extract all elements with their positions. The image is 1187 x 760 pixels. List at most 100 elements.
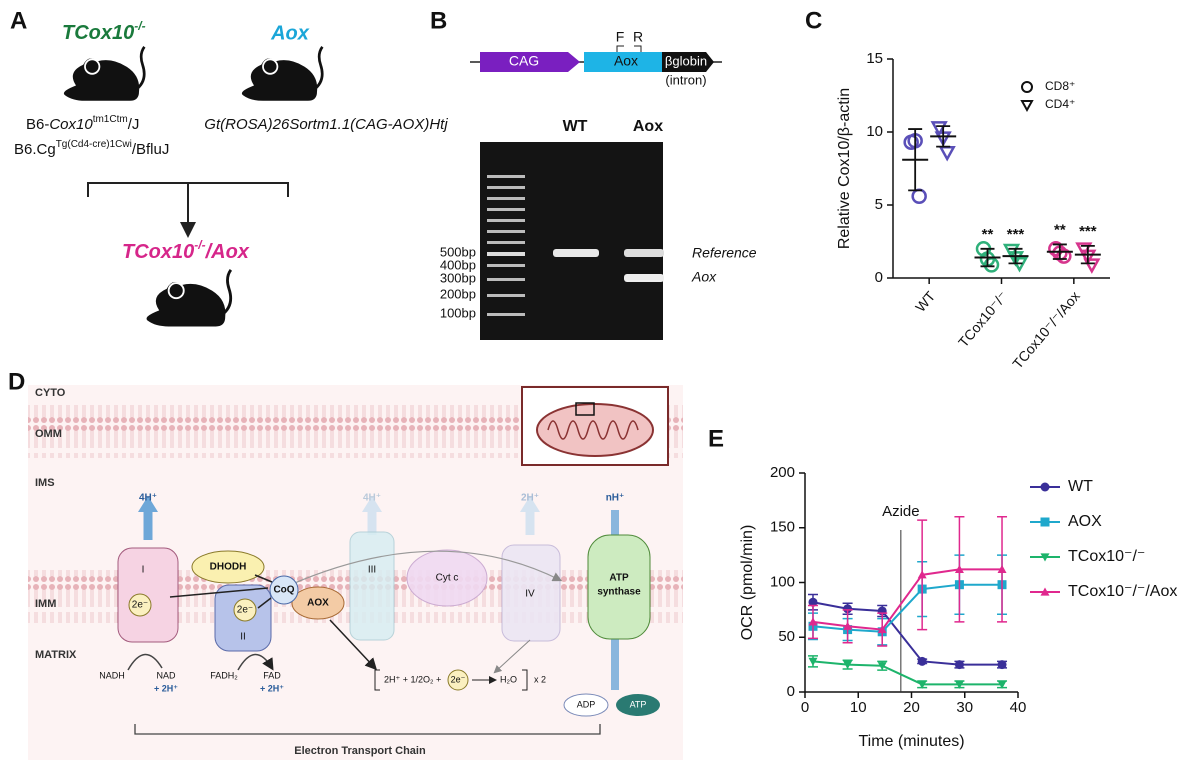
ladder-label: 300bp — [440, 270, 476, 285]
dhodh — [191, 550, 265, 584]
strain-line: B6.CgTg(Cd4-cre)1Cwi/BfluJ — [14, 139, 169, 158]
significance: *** — [1079, 223, 1097, 240]
error-bar — [936, 125, 951, 148]
atp — [616, 694, 660, 716]
region-label: IMS — [35, 477, 55, 489]
legend-marker — [1040, 587, 1050, 596]
x-tick-label: WT — [912, 288, 939, 315]
error-bar — [1008, 247, 1023, 265]
electron-path — [289, 550, 563, 586]
ladder — [487, 175, 525, 316]
x-tick-label: TCox10⁻/⁻/Aox — [1009, 288, 1083, 372]
electron — [128, 593, 152, 617]
complex-iii — [349, 531, 395, 641]
legend-label: WT — [1068, 478, 1093, 495]
substrate: + 2H⁺ — [260, 683, 284, 693]
data-point — [843, 661, 853, 670]
electron-label: 2e⁻ — [451, 674, 466, 684]
adp-label: ADP — [577, 699, 596, 709]
proton-label: 4H⁺ — [363, 493, 381, 504]
significance: ** — [982, 226, 994, 243]
mouse-icon — [240, 45, 324, 103]
substrate-arrow — [127, 653, 272, 670]
y-tick-label: 150 — [770, 519, 795, 536]
zoom-box — [575, 402, 595, 416]
lane-label: WT — [563, 118, 588, 135]
complex-label: DHODH — [210, 562, 247, 573]
y-tick-label: 0 — [787, 683, 795, 700]
data-point — [907, 133, 923, 149]
proton-label: nH⁺ — [606, 493, 625, 504]
mouse-icon — [145, 268, 233, 328]
legend-label: CD8⁺ — [1045, 79, 1075, 93]
legend-marker — [1040, 482, 1050, 492]
gel-band — [624, 274, 664, 282]
promoter-label: CAG — [509, 53, 539, 69]
data-point — [997, 660, 1007, 670]
region-label: MATRIX — [35, 649, 77, 661]
series-line — [812, 583, 1003, 633]
data-point — [808, 657, 818, 666]
ladder-label: 400bp — [440, 257, 476, 272]
data-point — [877, 662, 887, 671]
panel-label: E — [708, 425, 724, 452]
etc-bracket — [134, 724, 601, 735]
data-point — [808, 597, 818, 607]
gel-band — [553, 249, 599, 257]
y-tick-label: 200 — [770, 464, 795, 481]
complex-label: AOX — [307, 598, 329, 609]
data-point — [917, 570, 927, 579]
gene — [584, 52, 682, 72]
primer-arrow — [616, 45, 642, 52]
strain-line: Gt(ROSA)26Sortm1.1(CAG-AOX)Htj — [204, 116, 448, 133]
electron-arrow — [493, 639, 531, 674]
complex-iv — [501, 544, 561, 642]
significance: *** — [1007, 226, 1025, 243]
adp — [563, 693, 609, 717]
error-bar — [908, 128, 923, 192]
proton-arrow — [367, 510, 535, 535]
series-line — [812, 601, 1003, 666]
x-tick-label: 10 — [850, 699, 867, 716]
panel-a: A TCox10-/- B6-Cox10tm1Ctm/J B6.CgTg(Cd4… — [10, 7, 448, 328]
data-point — [954, 680, 964, 689]
panel-label: C — [805, 7, 822, 34]
substrate: NADH — [99, 670, 125, 680]
proton-arrow — [362, 496, 540, 512]
significance: ** — [1054, 221, 1066, 238]
region-label: IMM — [35, 598, 56, 610]
complex-label: CoQ — [273, 585, 294, 596]
substrate: + 2H⁺ — [154, 683, 178, 693]
annotation-label: Azide — [882, 503, 920, 520]
ladder-label: 200bp — [440, 286, 476, 301]
substrate: FADH₂ — [210, 670, 238, 680]
error-bar — [980, 247, 995, 268]
y-axis-title: OCR (pmol/min) — [739, 525, 756, 641]
etc-label: Electron Transport Chain — [294, 745, 426, 757]
panel-d: D CYTO OMM IMS IMM MATRIX 4H⁺ 4H⁺ 2H⁺ nH… — [8, 368, 683, 760]
electron-arrow — [169, 574, 375, 668]
band-label: Aox — [691, 269, 717, 285]
data-point — [808, 617, 818, 626]
x-axis-title: Time (minutes) — [858, 733, 964, 750]
terminator-label: βglobin — [665, 53, 707, 68]
data-point — [1083, 258, 1101, 274]
region-label: OMM — [35, 428, 62, 440]
reaction-bracket — [374, 669, 528, 691]
reaction: x 2 — [534, 674, 546, 684]
band-label: Reference — [692, 245, 757, 261]
electron — [447, 669, 469, 691]
promoter — [480, 52, 580, 72]
data-point — [877, 625, 887, 634]
ladder-label: 500bp — [440, 244, 476, 259]
atp-label: ATP — [630, 699, 647, 709]
data-point — [954, 564, 964, 573]
proton-label: 2H⁺ — [521, 493, 539, 504]
substrate: FAD — [263, 670, 281, 680]
data-point — [938, 145, 956, 162]
complex-label: IV — [525, 589, 535, 600]
strain-line: B6-Cox10tm1Ctm/J — [26, 114, 139, 133]
strain-name: TCox10-/- — [62, 19, 146, 44]
x-tick-label: 40 — [1010, 699, 1027, 716]
y-tick-label: 100 — [770, 573, 795, 590]
